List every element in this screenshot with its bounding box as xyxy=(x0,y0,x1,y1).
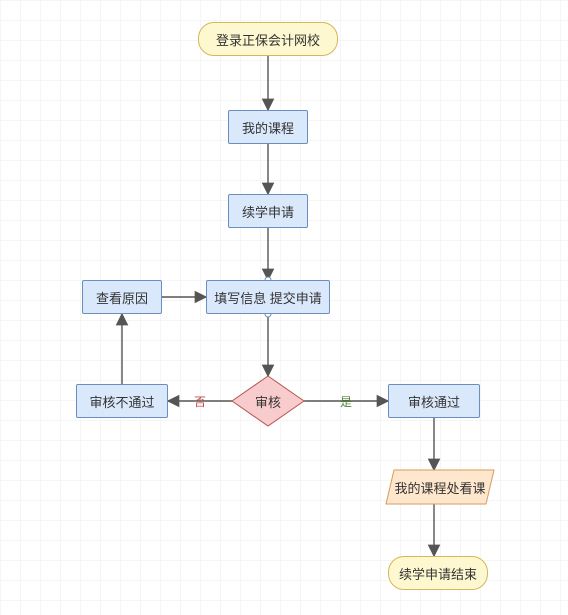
node-reason: 查看原因 xyxy=(82,280,162,314)
edge-label-audit-pass: 是 xyxy=(340,393,352,410)
node-start: 登录正保会计网校 xyxy=(198,22,338,56)
node-renew: 续学申请 xyxy=(228,194,308,228)
node-pass: 审核通过 xyxy=(388,384,480,418)
node-end: 续学申请结束 xyxy=(388,556,488,590)
edge-label-audit-fail: 否 xyxy=(194,393,206,410)
node-label-audit: 审核 xyxy=(232,376,304,426)
node-form: 填写信息 提交申请 xyxy=(206,280,330,314)
flowchart-canvas: 否 是 登录正保会计网校我的课程续学申请填写信息 提交申请 查看原因审核 审核不通过 审核… xyxy=(0,0,568,615)
node-label-view: 我的课程处看课 xyxy=(386,470,494,504)
node-courses: 我的课程 xyxy=(228,110,308,144)
node-fail: 审核不通过 xyxy=(76,384,168,418)
